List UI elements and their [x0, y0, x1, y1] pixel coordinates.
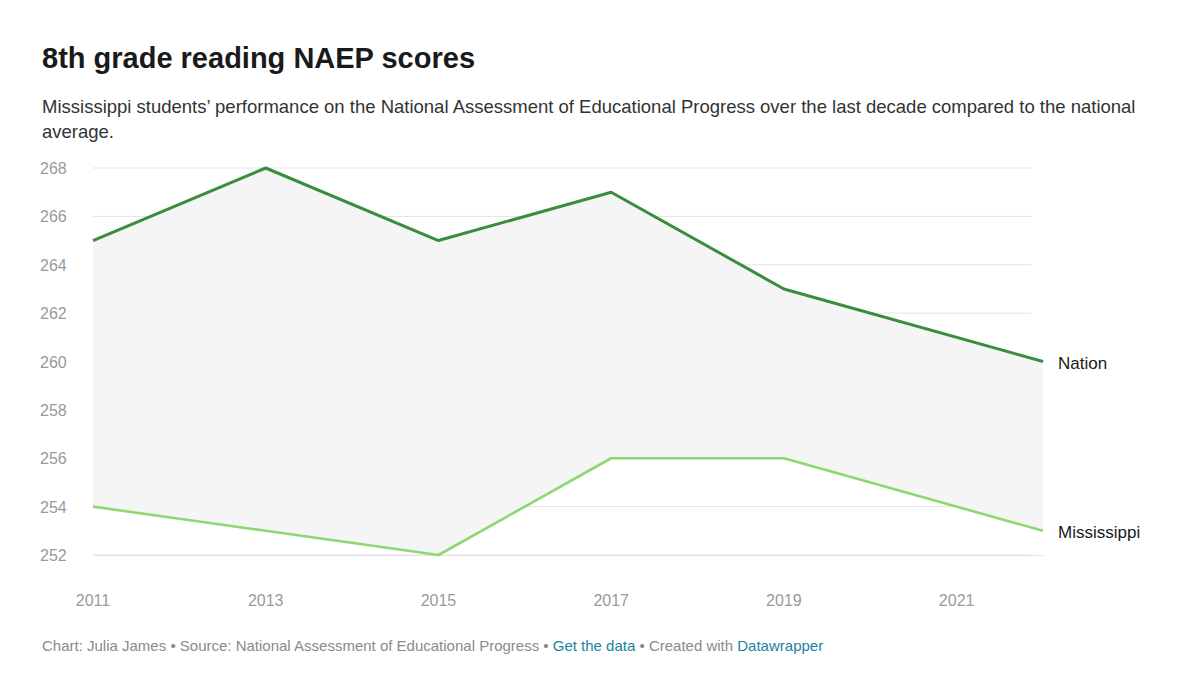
chart: 252 254 256 258 260 262 264 266 268 2011 2013 2015 2…	[0, 0, 1200, 684]
y-tick-label: 258	[40, 402, 67, 419]
grid-line	[93, 168, 1031, 169]
x-tick-label: 2013	[248, 592, 284, 609]
footer: Chart: Julia James • Source: National As…	[42, 637, 823, 654]
x-tick-label: 2015	[421, 592, 457, 609]
y-tick-label: 256	[40, 450, 67, 467]
series-label: Mississippi	[1058, 523, 1140, 542]
y-tick-label: 264	[40, 257, 67, 274]
footer-text: Chart: Julia James • Source: National As…	[42, 637, 553, 654]
gap-area	[93, 168, 1043, 555]
y-tick-label: 252	[40, 547, 67, 564]
series-line	[93, 458, 1043, 555]
footer-link[interactable]: Get the data	[553, 637, 636, 654]
y-tick-label: 260	[40, 354, 67, 371]
footer-link[interactable]: Datawrapper	[737, 637, 823, 654]
x-tick-label: 2019	[766, 592, 802, 609]
y-tick-label: 254	[40, 499, 67, 516]
subtitle: Mississippi students’ performance on the…	[42, 94, 1142, 144]
y-tick-label: 268	[40, 160, 67, 177]
x-tick-label: 2011	[76, 592, 111, 609]
y-tick-label: 262	[40, 305, 67, 322]
y-tick-label: 266	[40, 208, 67, 225]
plot-area	[93, 168, 1043, 555]
x-tick-label: 2017	[593, 592, 629, 609]
title: 8th grade reading NAEP scores	[42, 42, 475, 75]
series-line	[93, 168, 1043, 362]
series-label: Nation	[1058, 354, 1107, 373]
footer-text: • Created with	[635, 637, 737, 654]
x-tick-label: 2021	[939, 592, 975, 609]
x-axis-line	[93, 555, 1043, 556]
